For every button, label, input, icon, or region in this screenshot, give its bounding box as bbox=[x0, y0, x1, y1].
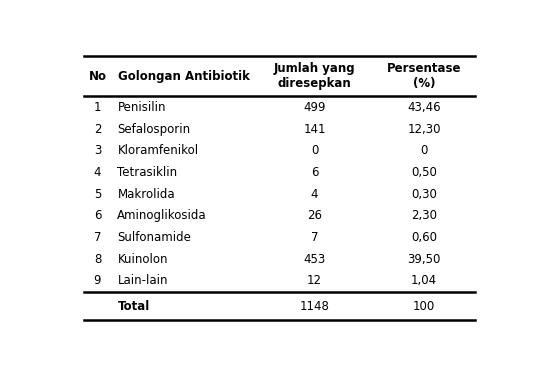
Text: 4: 4 bbox=[311, 188, 318, 201]
Text: 6: 6 bbox=[94, 209, 101, 222]
Text: 6: 6 bbox=[311, 166, 318, 179]
Text: 100: 100 bbox=[413, 300, 436, 313]
Text: Kloramfenikol: Kloramfenikol bbox=[118, 144, 199, 157]
Text: Kuinolon: Kuinolon bbox=[118, 253, 168, 266]
Text: 453: 453 bbox=[303, 253, 326, 266]
Text: 0,50: 0,50 bbox=[411, 166, 437, 179]
Text: 0,30: 0,30 bbox=[411, 188, 437, 201]
Text: 9: 9 bbox=[94, 275, 101, 288]
Text: 2,30: 2,30 bbox=[411, 209, 437, 222]
Text: 5: 5 bbox=[94, 188, 101, 201]
Text: 141: 141 bbox=[303, 122, 326, 135]
Text: Lain-lain: Lain-lain bbox=[118, 275, 168, 288]
Text: No: No bbox=[89, 70, 106, 83]
Text: 0,60: 0,60 bbox=[411, 231, 437, 244]
Text: 1148: 1148 bbox=[300, 300, 330, 313]
Text: Makrolida: Makrolida bbox=[118, 188, 175, 201]
Text: Sefalosporin: Sefalosporin bbox=[118, 122, 191, 135]
Text: Penisilin: Penisilin bbox=[118, 101, 166, 114]
Text: 499: 499 bbox=[303, 101, 326, 114]
Text: Tetrasiklin: Tetrasiklin bbox=[118, 166, 178, 179]
Text: 1,04: 1,04 bbox=[411, 275, 437, 288]
Text: 0: 0 bbox=[311, 144, 318, 157]
Text: Sulfonamide: Sulfonamide bbox=[118, 231, 191, 244]
Text: Persentase
(%): Persentase (%) bbox=[387, 62, 461, 90]
Text: 43,46: 43,46 bbox=[407, 101, 441, 114]
Text: 39,50: 39,50 bbox=[408, 253, 441, 266]
Text: 4: 4 bbox=[94, 166, 101, 179]
Text: 7: 7 bbox=[311, 231, 318, 244]
Text: Golongan Antibiotik: Golongan Antibiotik bbox=[118, 70, 250, 83]
Text: 3: 3 bbox=[94, 144, 101, 157]
Text: Jumlah yang
diresepkan: Jumlah yang diresepkan bbox=[274, 62, 355, 90]
Text: 2: 2 bbox=[94, 122, 101, 135]
Text: 7: 7 bbox=[94, 231, 101, 244]
Text: 8: 8 bbox=[94, 253, 101, 266]
Text: 26: 26 bbox=[307, 209, 322, 222]
Text: 0: 0 bbox=[420, 144, 428, 157]
Text: Aminoglikosida: Aminoglikosida bbox=[118, 209, 207, 222]
Text: Total: Total bbox=[118, 300, 150, 313]
Text: 1: 1 bbox=[94, 101, 101, 114]
Text: 12,30: 12,30 bbox=[408, 122, 441, 135]
Text: 12: 12 bbox=[307, 275, 322, 288]
